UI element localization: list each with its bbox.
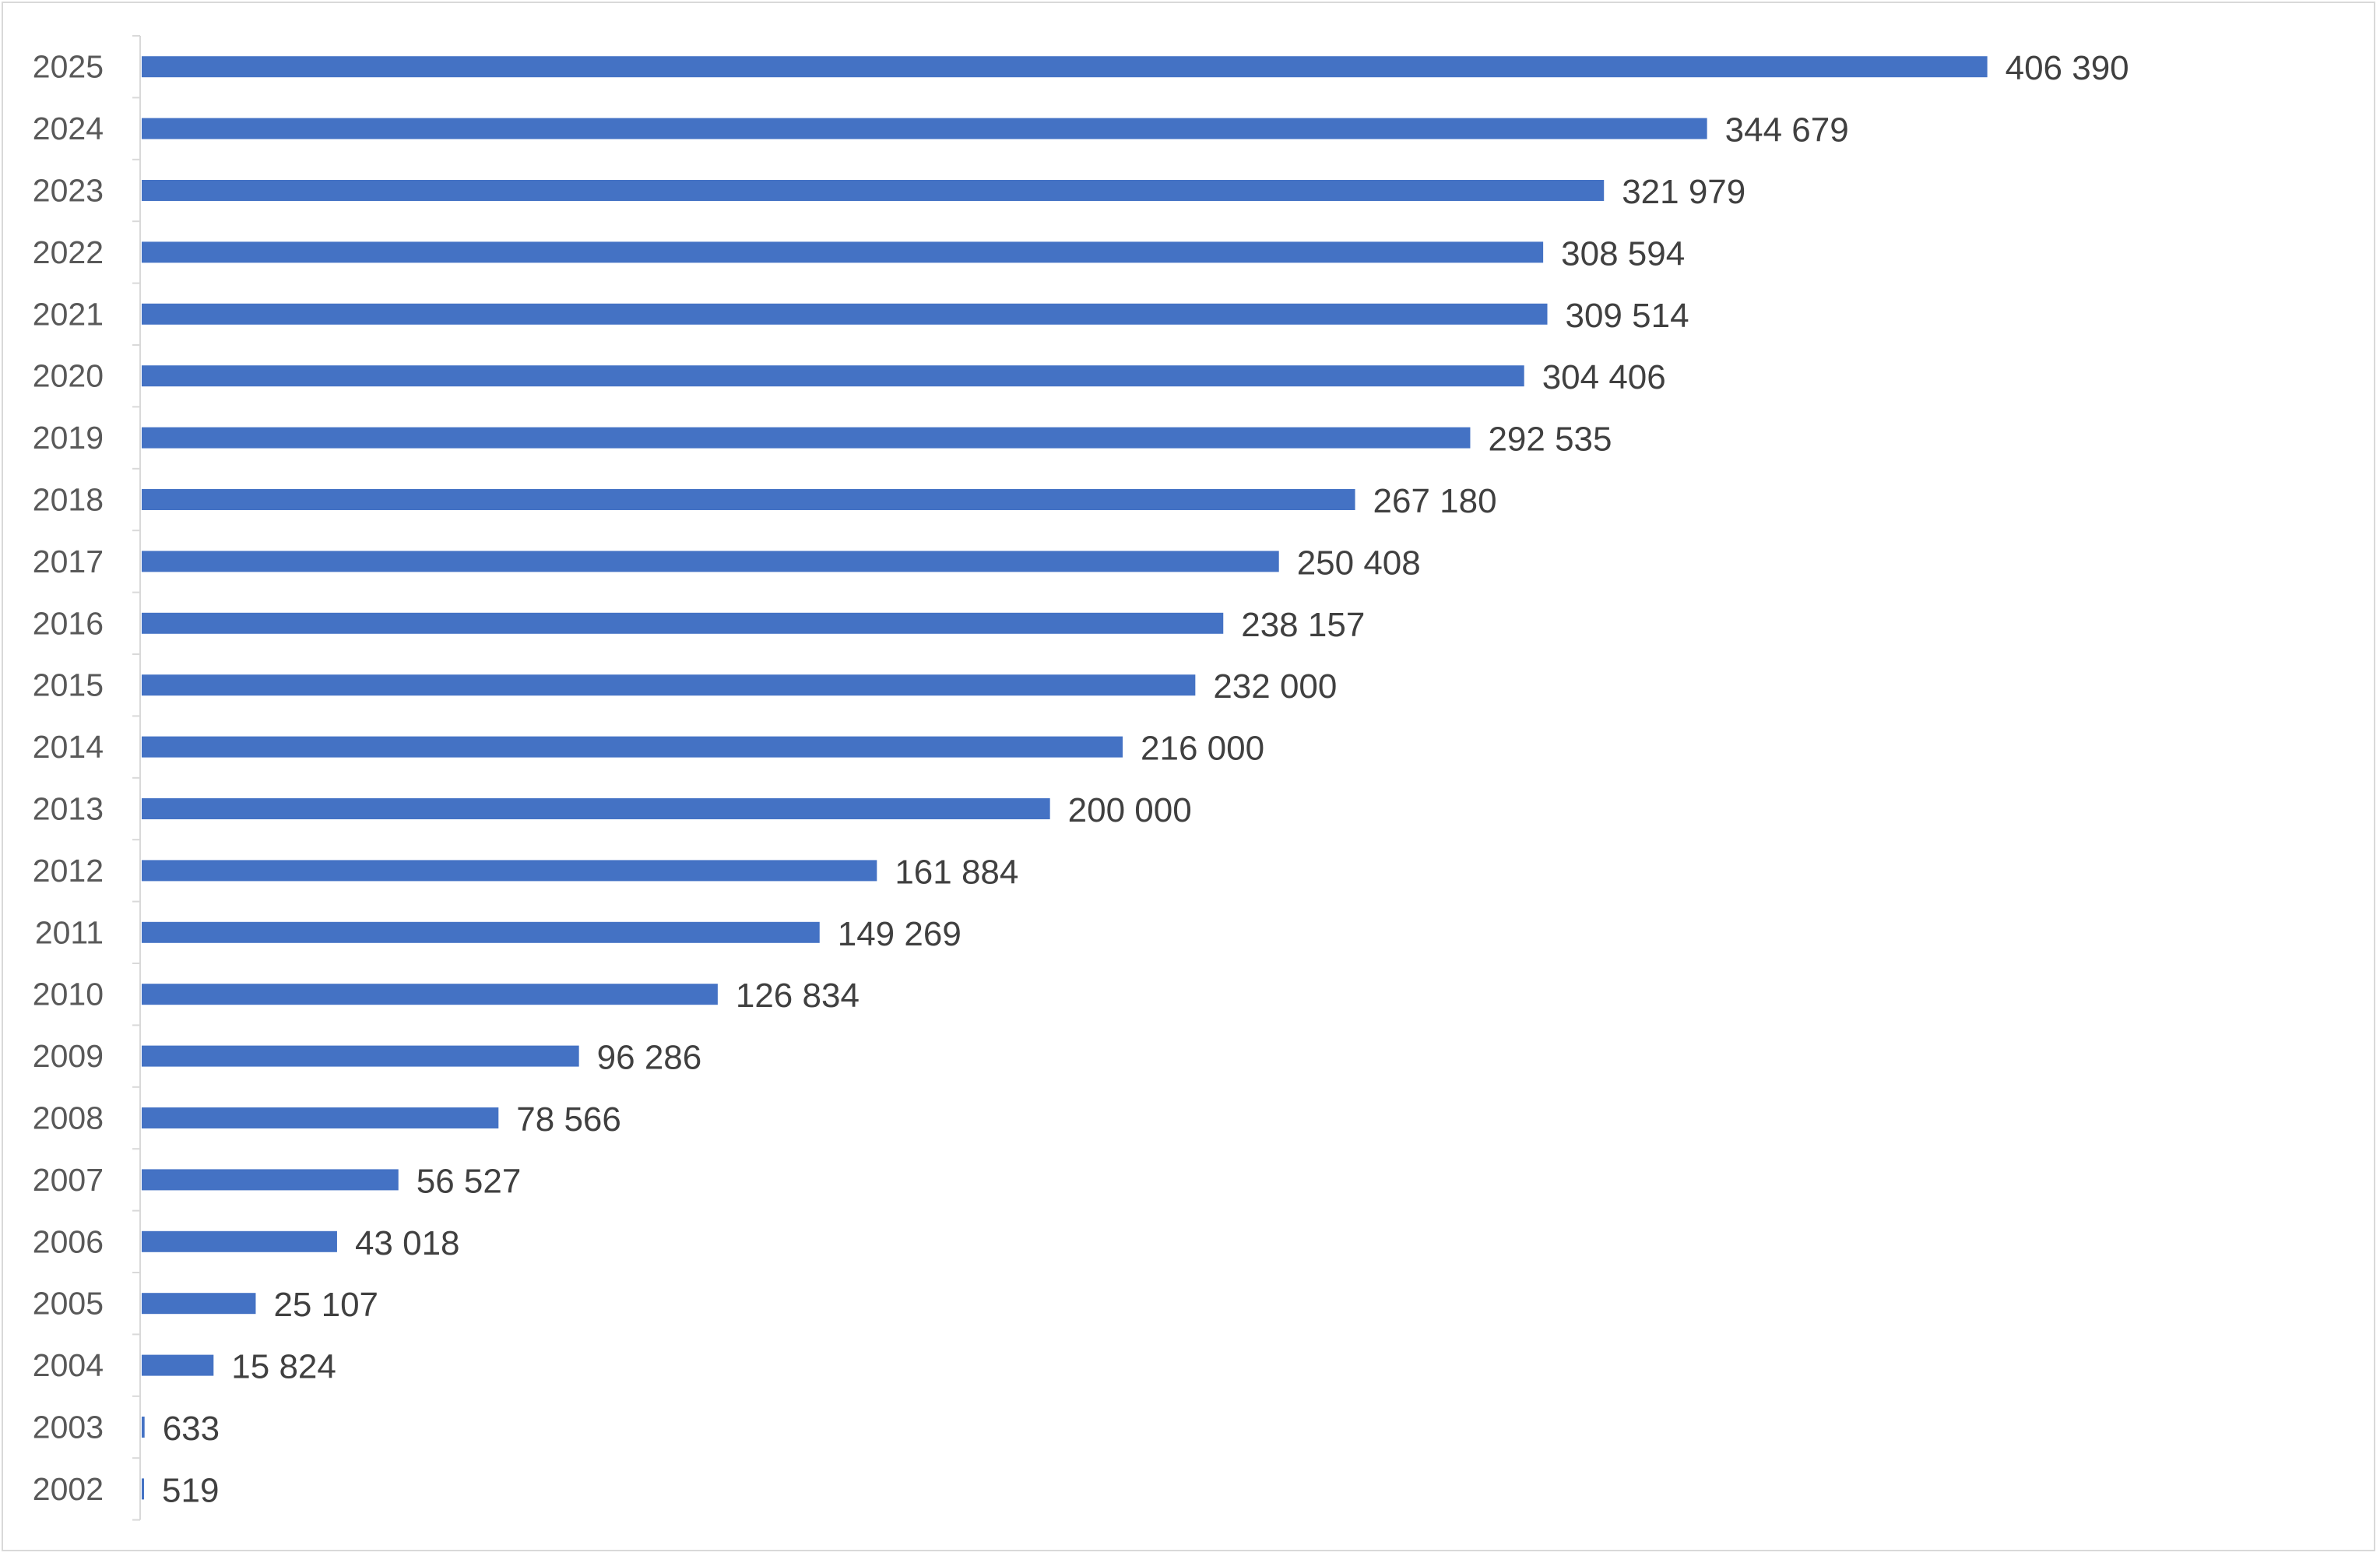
category-label: 2011: [35, 914, 104, 950]
category-label: 2020: [33, 358, 104, 394]
bar: [142, 1169, 399, 1191]
bar: [142, 1293, 256, 1315]
value-label: 200 000: [1068, 791, 1192, 829]
category-label: 2009: [33, 1038, 104, 1074]
bar: [142, 1107, 499, 1128]
bar: [142, 180, 1605, 201]
value-label: 304 406: [1542, 358, 1666, 396]
bar: [142, 798, 1050, 819]
category-label: 2014: [33, 729, 104, 765]
category-label: 2024: [33, 111, 104, 146]
category-label: 2002: [33, 1471, 104, 1507]
value-label: 267 180: [1373, 482, 1497, 520]
category-label: 2005: [33, 1286, 104, 1322]
value-label: 292 535: [1488, 421, 1612, 459]
bar: [142, 984, 718, 1005]
value-label: 633: [163, 1410, 220, 1448]
category-label: 2021: [33, 296, 104, 332]
bar: [142, 1354, 214, 1376]
value-label: 519: [162, 1471, 219, 1509]
value-label: 321 979: [1622, 173, 1745, 211]
category-label: 2013: [33, 791, 104, 827]
bar: [142, 118, 1707, 139]
value-label: 309 514: [1565, 297, 1689, 335]
category-label: 2019: [33, 420, 104, 456]
value-label: 238 157: [1241, 606, 1365, 644]
bar: [142, 365, 1524, 387]
category-label: 2016: [33, 605, 104, 641]
category-label: 2018: [33, 482, 104, 518]
value-label: 406 390: [2006, 49, 2129, 87]
category-label: 2023: [33, 173, 104, 209]
category-label: 2010: [33, 977, 104, 1012]
category-label: 2004: [33, 1347, 104, 1383]
category-label: 2017: [33, 544, 104, 579]
bar: [142, 427, 1471, 449]
value-label: 78 566: [516, 1100, 621, 1139]
bar: [142, 674, 1196, 696]
category-label: 2007: [33, 1162, 104, 1198]
value-label: 308 594: [1561, 234, 1685, 273]
category-label: 2006: [33, 1223, 104, 1259]
category-label: 2015: [33, 667, 104, 703]
bar: [142, 1230, 337, 1252]
value-label: 161 884: [895, 853, 1018, 891]
category-label: 2022: [33, 234, 104, 270]
bar: [142, 736, 1123, 758]
bar: [142, 241, 1544, 263]
value-label: 56 527: [417, 1162, 522, 1200]
bar: [142, 303, 1548, 325]
bar: [142, 56, 1988, 78]
value-label: 149 269: [838, 915, 961, 953]
value-label: 96 286: [597, 1039, 702, 1077]
value-label: 232 000: [1213, 667, 1337, 706]
value-label: 344 679: [1725, 111, 1849, 150]
bar: [142, 1045, 579, 1067]
bar-chart: 2025 406 390 2024 344 679 2023 321 979 2022 308…: [33, 35, 2129, 1521]
bar: [142, 860, 877, 882]
bar: [142, 1417, 145, 1438]
bar: [142, 551, 1279, 572]
category-label: 2012: [33, 853, 104, 889]
bar: [142, 1478, 145, 1500]
value-label: 250 408: [1297, 544, 1421, 582]
bar: [142, 489, 1355, 510]
bar: [142, 921, 820, 943]
category-label: 2008: [33, 1100, 104, 1136]
category-label: 2025: [33, 49, 104, 85]
category-label: 2003: [33, 1410, 104, 1445]
value-label: 25 107: [273, 1286, 378, 1324]
value-label: 43 018: [355, 1224, 460, 1262]
bar: [142, 612, 1224, 634]
value-label: 15 824: [231, 1348, 336, 1386]
value-label: 126 834: [736, 977, 860, 1015]
value-label: 216 000: [1141, 730, 1264, 768]
